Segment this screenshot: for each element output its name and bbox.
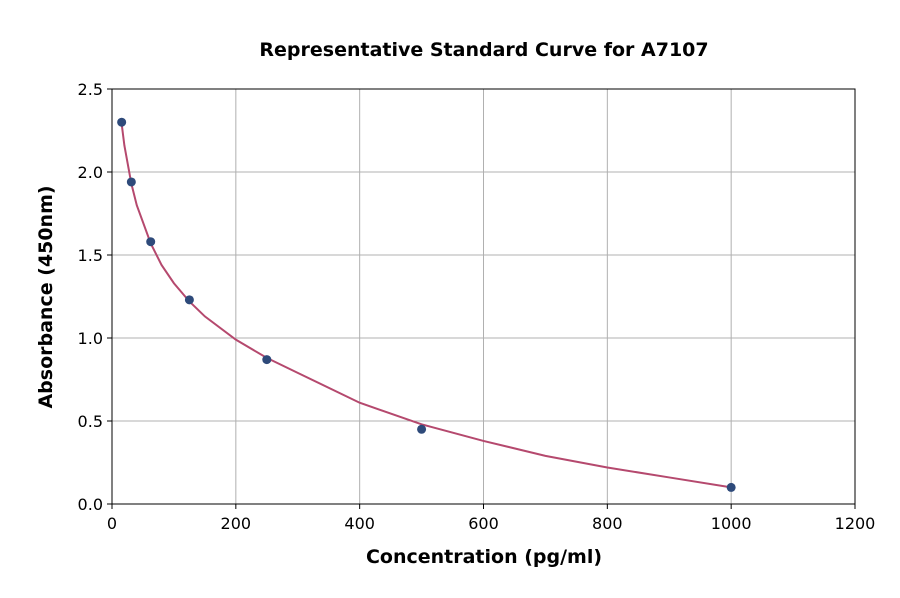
chart-title: Representative Standard Curve for A7107 (259, 39, 708, 61)
x-tick-label: 1200 (835, 514, 876, 533)
x-tick-label: 600 (468, 514, 499, 533)
x-tick-label: 400 (344, 514, 375, 533)
data-point (146, 237, 156, 247)
y-tick-label: 0.0 (78, 495, 103, 514)
data-point (126, 177, 136, 187)
plot-frame (111, 88, 856, 505)
x-tick-label: 0 (107, 514, 117, 533)
x-tick-label: 1000 (711, 514, 752, 533)
y-axis-label: Absorbance (450nm) (35, 185, 57, 408)
fit-curve (120, 123, 732, 489)
data-point (184, 295, 194, 305)
data-point (117, 117, 127, 127)
y-tick-label: 1.5 (78, 246, 103, 265)
data-point (262, 355, 272, 365)
y-tick-label: 0.5 (78, 412, 103, 431)
data-point (726, 482, 736, 492)
x-tick-label: 200 (221, 514, 252, 533)
y-tick-label: 2.5 (78, 80, 103, 99)
y-tick-label: 2.0 (78, 163, 103, 182)
x-tick-label: 800 (592, 514, 623, 533)
data-point (417, 424, 427, 434)
x-axis-label: Concentration (pg/ml) (366, 546, 602, 568)
plot (117, 117, 736, 492)
y-tick-label: 1.0 (78, 329, 103, 348)
